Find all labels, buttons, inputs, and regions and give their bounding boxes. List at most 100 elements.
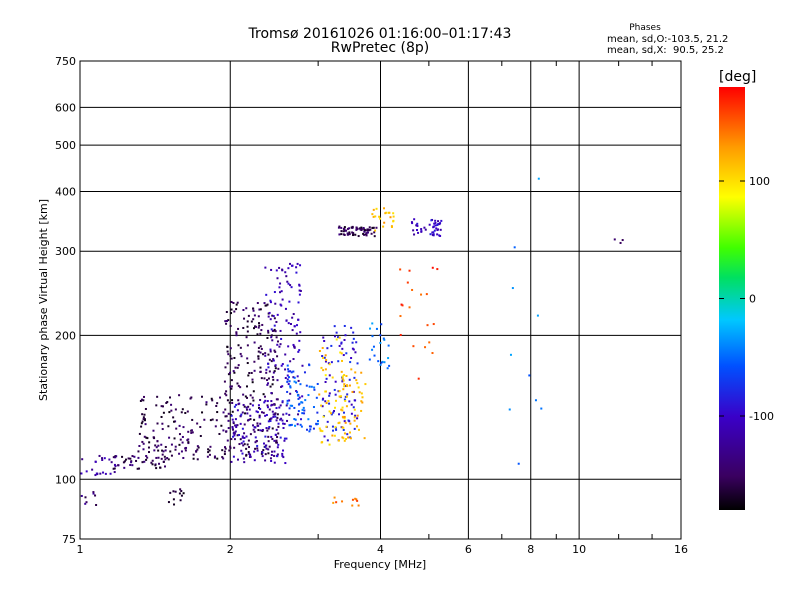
data-point [142,416,145,419]
data-point [257,429,260,432]
data-point [267,362,270,365]
data-point [293,325,296,328]
data-point [216,402,219,405]
data-point [297,410,300,413]
data-point [265,368,268,371]
data-point [324,380,327,383]
data-point [261,323,264,326]
data-point [325,402,328,405]
data-point [420,230,423,233]
data-point [284,368,287,371]
data-point [251,381,254,384]
data-point [190,396,193,399]
data-point [343,420,346,423]
data-point [296,423,299,426]
data-point [428,341,431,344]
data-point [354,414,357,417]
colorbar-label: [deg] [719,69,757,85]
data-point [342,233,345,236]
data-point [337,390,340,393]
data-point [267,366,270,369]
data-point [92,492,95,495]
data-point [335,501,338,504]
data-point [237,384,240,387]
data-point [208,449,211,452]
data-point [269,420,272,423]
data-point [348,233,351,236]
data-point [280,364,283,367]
data-point [348,231,351,234]
data-point [264,399,267,402]
data-point [232,301,235,304]
data-point [124,458,127,461]
data-point [221,456,224,459]
data-point [392,212,395,215]
data-point [338,336,341,339]
data-point [156,395,159,398]
data-point [386,367,389,370]
data-point [230,438,233,441]
data-point [281,385,284,388]
data-point [141,440,144,443]
data-point [390,225,393,228]
data-point [279,291,282,294]
data-point [342,388,345,391]
data-point [187,441,190,444]
data-point [226,439,229,442]
data-point [225,394,228,397]
x-tick-label: 1 [77,543,84,556]
data-point [345,395,348,398]
data-point [151,459,154,462]
data-point [276,453,279,456]
data-point [356,417,359,420]
data-point [252,428,255,431]
data-point [340,233,343,236]
data-point [276,446,279,449]
data-point [266,429,269,432]
data-point [223,453,226,456]
data-point [155,446,158,449]
data-point [237,344,240,347]
data-point [267,353,270,356]
data-point [437,228,440,231]
data-point [253,327,256,330]
data-point [345,352,348,355]
data-point [308,425,311,428]
data-point [115,455,118,458]
data-point [268,408,271,411]
data-point [276,340,279,343]
data-point [275,428,278,431]
data-point [233,405,236,408]
data-point [438,223,441,226]
data-point [229,347,232,350]
data-point [282,456,285,459]
data-point [226,362,229,365]
data-point [180,450,183,453]
data-point [172,498,175,501]
data-point [231,418,234,421]
data-point [129,463,132,466]
data-point [288,399,291,402]
data-point [270,404,273,407]
data-point [308,363,311,366]
data-point [245,385,248,388]
data-point [237,327,240,330]
data-point [337,226,340,229]
data-point [243,405,246,408]
data-point [238,433,241,436]
data-point [334,399,337,402]
data-point [140,398,143,401]
data-point [621,239,624,242]
data-point [343,338,346,341]
data-point [232,435,235,438]
data-point [286,380,289,383]
data-point [301,395,304,398]
data-point [248,452,251,455]
data-point [231,410,234,413]
data-point [300,401,303,404]
data-point [295,390,298,393]
data-point [255,410,258,413]
data-point [225,415,228,418]
data-point [249,418,252,421]
data-point [288,407,291,410]
